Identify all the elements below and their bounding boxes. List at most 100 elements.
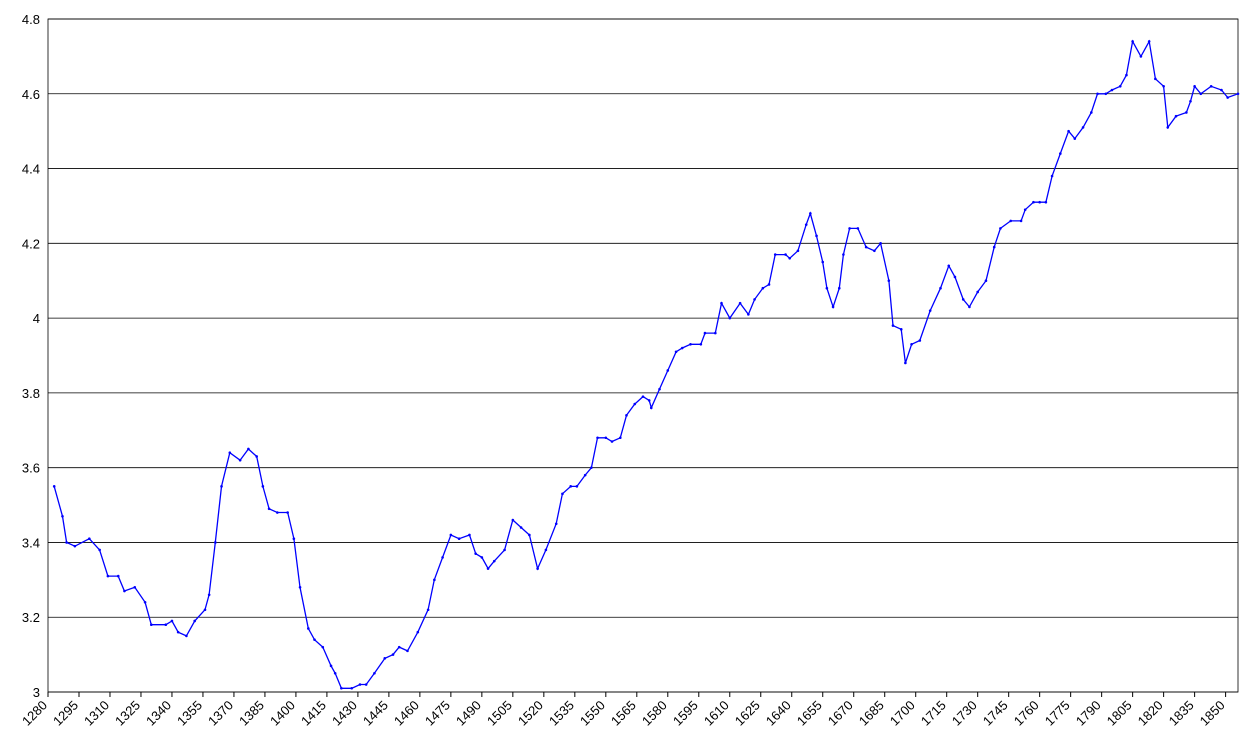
x-tick-label: 1535: [546, 698, 577, 729]
point: [1139, 55, 1143, 58]
x-tick-label: 1445: [360, 698, 391, 729]
point: [1023, 208, 1027, 211]
point: [728, 316, 732, 320]
x-tick-label: 1700: [887, 698, 918, 729]
x-tick-label: 1430: [329, 698, 360, 729]
point: [604, 436, 608, 440]
point: [904, 361, 907, 365]
y-tick-label: 3.2: [22, 610, 40, 625]
x-tick-label: 1790: [1073, 698, 1104, 729]
point: [170, 619, 174, 623]
point: [164, 623, 168, 626]
point: [492, 559, 496, 563]
x-tick-label: 1550: [577, 698, 608, 729]
point: [939, 286, 942, 290]
point: [143, 600, 147, 604]
x-tick-label: 1565: [608, 698, 639, 729]
point: [641, 395, 645, 398]
x-tick-label: 1475: [422, 698, 453, 729]
point: [486, 567, 490, 570]
x-tick-label: 1850: [1197, 698, 1228, 729]
point: [821, 260, 825, 264]
x-tick-label: 1745: [980, 698, 1011, 729]
y-tick-label: 3: [33, 685, 40, 700]
point: [703, 331, 707, 335]
x-tick-label: 1385: [236, 698, 267, 729]
point: [373, 672, 376, 675]
point: [457, 537, 461, 541]
point: [1154, 77, 1157, 81]
point: [825, 286, 829, 290]
point: [383, 657, 387, 660]
point: [968, 305, 971, 309]
point: [848, 227, 851, 230]
point: [1226, 96, 1229, 99]
point: [625, 414, 628, 417]
point: [340, 686, 343, 690]
point: [809, 212, 812, 215]
point: [391, 653, 395, 656]
point: [796, 249, 800, 253]
point: [511, 518, 515, 522]
point: [329, 664, 333, 668]
point: [207, 593, 211, 597]
point: [1118, 85, 1122, 88]
point: [313, 638, 316, 641]
point: [298, 586, 302, 589]
point: [1090, 111, 1093, 114]
x-tick-label: 1820: [1135, 698, 1166, 729]
point: [618, 436, 622, 440]
point: [1209, 85, 1213, 88]
point: [1104, 92, 1108, 96]
point: [953, 275, 957, 279]
point: [307, 627, 310, 630]
point: [416, 630, 420, 634]
point: [837, 286, 841, 290]
point: [1125, 73, 1128, 77]
point: [666, 369, 670, 372]
point: [575, 485, 579, 488]
x-tick-label: 1490: [453, 698, 484, 729]
point: [887, 279, 891, 283]
point: [441, 556, 444, 559]
point: [255, 455, 258, 458]
point: [1067, 129, 1070, 133]
point: [247, 447, 250, 451]
point: [767, 283, 771, 286]
x-tick-label: 1280: [19, 698, 50, 729]
point: [714, 331, 717, 335]
point: [761, 286, 765, 290]
point: [1166, 126, 1170, 129]
y-tick-label: 4.8: [22, 12, 40, 27]
point: [1220, 88, 1223, 92]
x-tick-label: 1460: [391, 698, 422, 729]
y-tick-label: 3.6: [22, 461, 40, 476]
point: [406, 649, 409, 653]
point: [596, 436, 599, 440]
y-tick-label: 4.4: [22, 162, 40, 177]
point: [536, 567, 539, 570]
x-tick-label: 1775: [1042, 698, 1073, 729]
point: [176, 630, 180, 634]
point: [214, 541, 217, 544]
point: [397, 645, 401, 649]
point: [583, 473, 587, 477]
point: [1193, 85, 1196, 88]
point: [364, 683, 368, 686]
point: [1096, 92, 1099, 96]
x-tick-label: 1400: [267, 698, 298, 729]
point: [133, 586, 137, 589]
point: [561, 492, 564, 496]
x-tick-label: 1505: [484, 698, 515, 729]
point: [633, 402, 637, 406]
x-tick-label: 1595: [670, 698, 701, 729]
x-tick-label: 1295: [50, 698, 81, 729]
point: [747, 313, 750, 316]
point: [98, 548, 101, 552]
point: [569, 485, 572, 488]
point: [992, 245, 996, 249]
point: [753, 298, 756, 301]
point: [358, 683, 362, 686]
point: [503, 548, 506, 552]
